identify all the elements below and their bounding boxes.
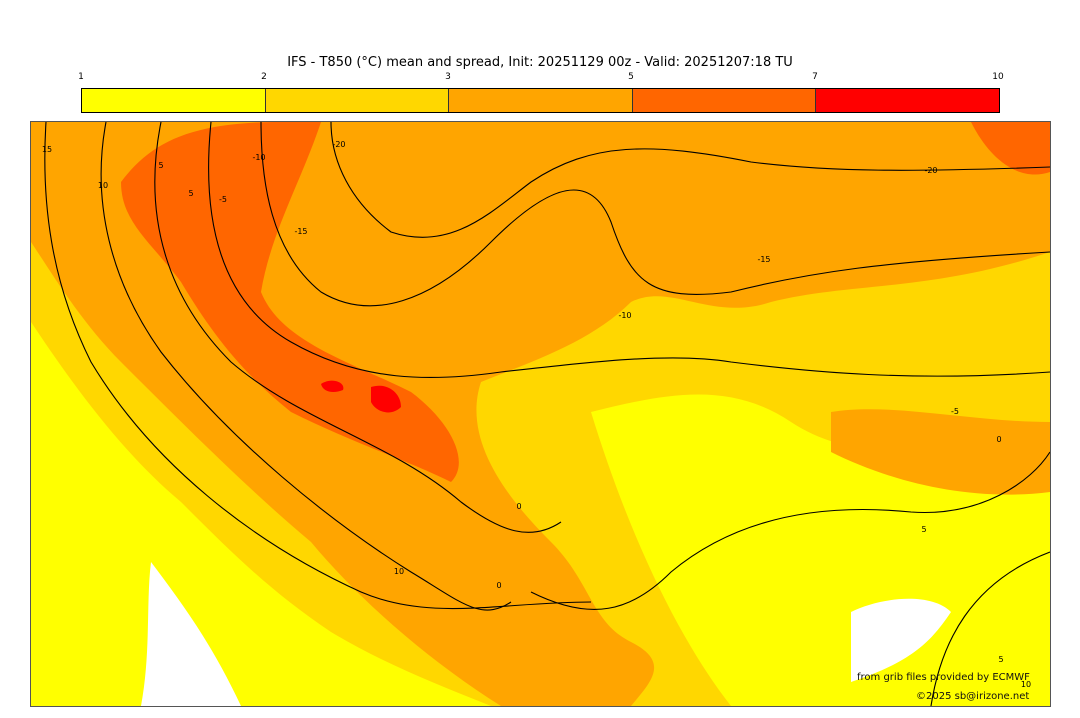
spread-1-2-west	[31, 322, 491, 706]
spread-7-10	[321, 380, 401, 413]
isotherm-contours	[44, 122, 1050, 706]
contour-label: 0	[516, 502, 521, 511]
contour-label: 0	[996, 435, 1001, 444]
contour-label: -5	[951, 407, 959, 416]
colorbar-bin	[265, 89, 450, 112]
contour-label: 5	[921, 525, 926, 534]
contour-label: -15	[757, 255, 770, 264]
data-source-credit: from grib files provided by ECMWF	[857, 672, 1030, 683]
contour-labels: 15 10 5 5 -5 -10 -15 -20 -20 -15 -10 -5 …	[42, 140, 1031, 689]
contour-label: -20	[924, 166, 937, 175]
contour-label: -10	[618, 311, 631, 320]
spread-5-7-ne	[971, 122, 1050, 175]
copyright-notice: ©2025 sb@irizone.net	[916, 691, 1030, 702]
contour-label: 10	[1021, 680, 1031, 689]
contour-label: 10	[98, 181, 108, 190]
colorbar-tick: 2	[261, 72, 267, 82]
colorbar-tick: 7	[812, 72, 818, 82]
contour-label: 10	[394, 567, 404, 576]
contour-label: -15	[294, 227, 307, 236]
contour-label: -10	[252, 153, 265, 162]
contour-label: 0	[496, 581, 501, 590]
colorbar-bin	[816, 89, 999, 112]
contour-label: 5	[998, 655, 1003, 664]
colorbar	[81, 88, 1000, 113]
no-data-area	[141, 562, 951, 706]
colorbar-bin	[82, 89, 266, 112]
spread-3-5-east	[831, 409, 1050, 495]
spread-3-5	[31, 122, 1050, 706]
colorbar-tick: 3	[445, 72, 451, 82]
contour-label: 15	[42, 145, 52, 154]
colorbar-tick: 5	[628, 72, 634, 82]
colorbar-bin	[449, 89, 633, 112]
colorbar-bin	[632, 89, 817, 112]
contour-label: 5	[188, 189, 193, 198]
chart-title: IFS - T850 (°C) mean and spread, Init: 2…	[287, 55, 793, 70]
colorbar-tick: 10	[992, 72, 1004, 82]
contour-label: -20	[332, 140, 345, 149]
colorbar-tick: 1	[78, 72, 84, 82]
contour-label: -5	[219, 195, 227, 204]
contour-label: 5	[158, 161, 163, 170]
map: 15 10 5 5 -5 -10 -15 -20 -20 -15 -10 -5 …	[30, 121, 1051, 707]
